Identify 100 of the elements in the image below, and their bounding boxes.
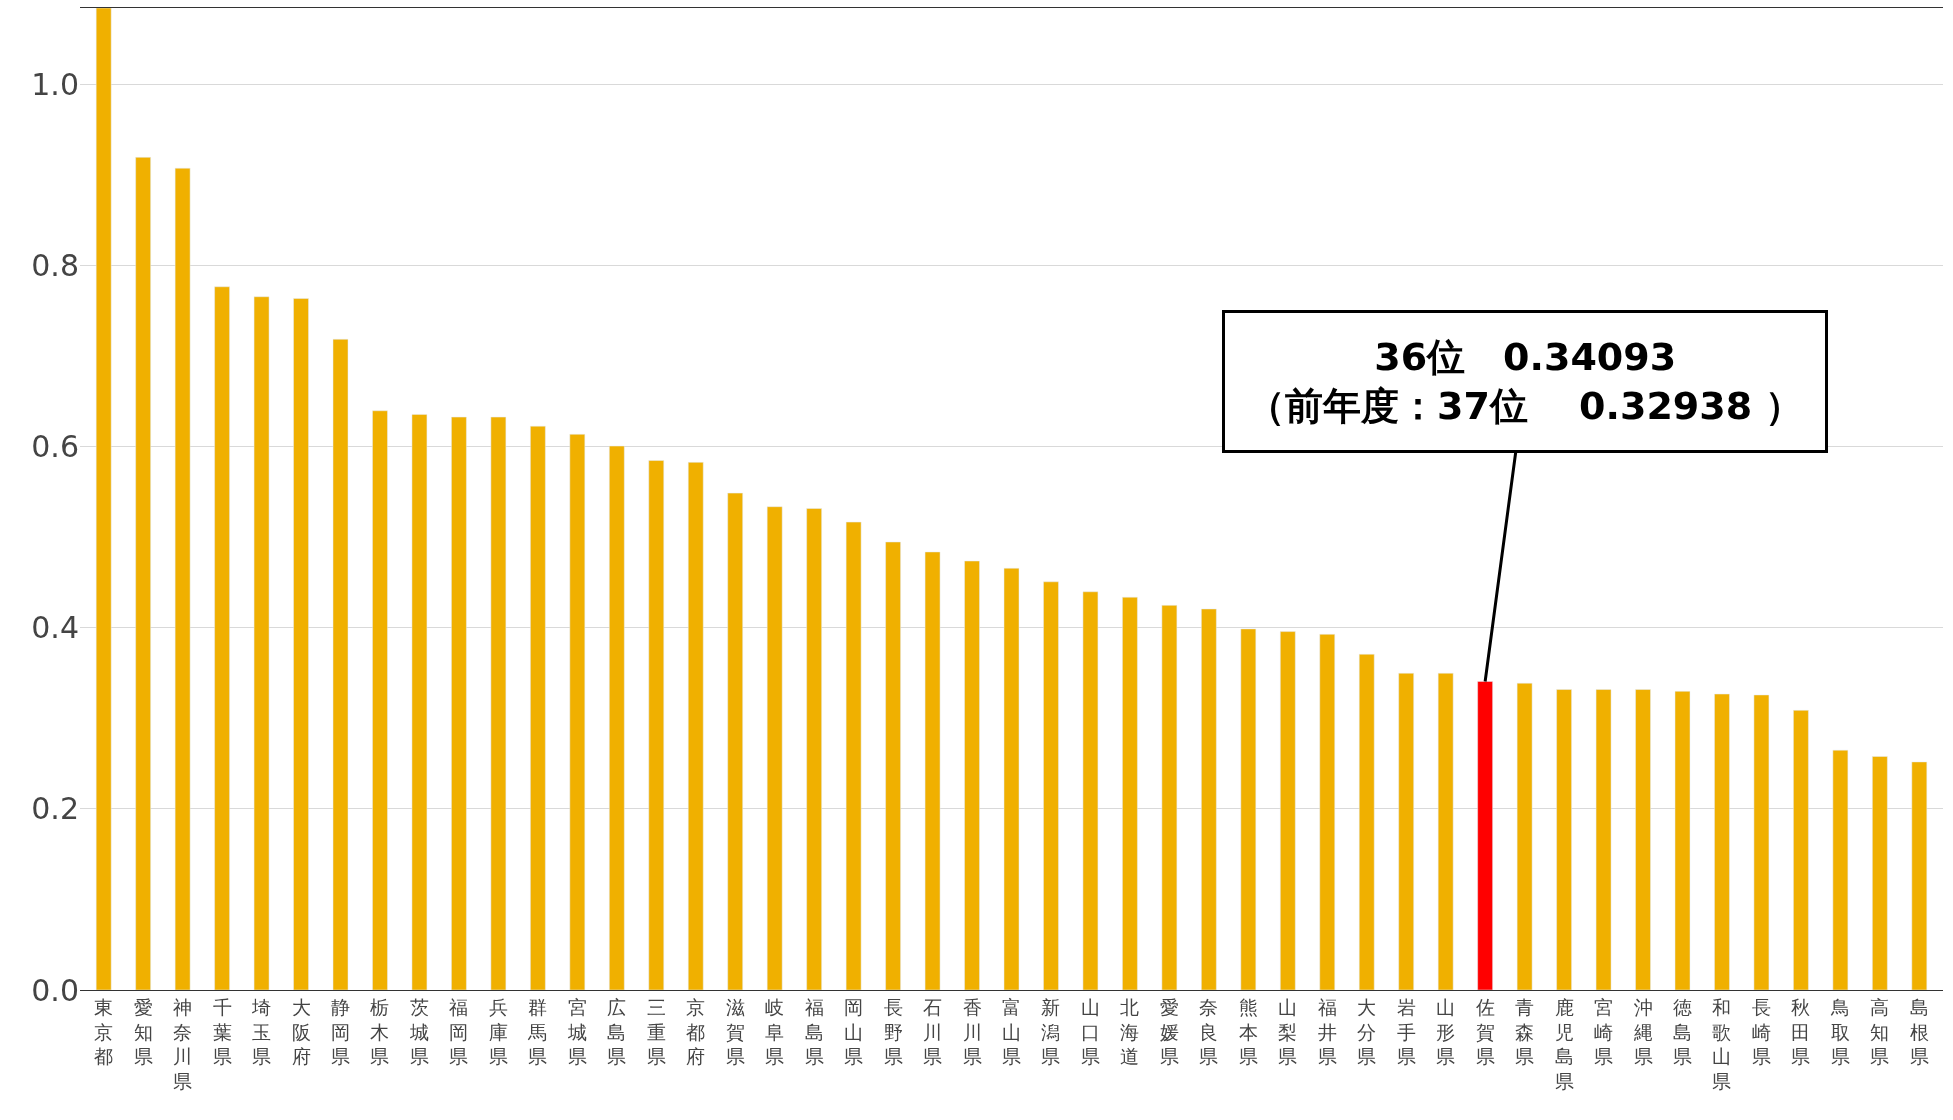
x-tick-label: 徳島県 [1673,995,1692,1068]
x-tick-label: 栃木県 [370,995,390,1068]
x-tick-label: 長崎県 [1751,995,1771,1068]
x-tick-label: 茨城県 [408,995,429,1068]
bar [1003,567,1020,990]
x-tick-label: 千葉県 [212,995,232,1068]
x-tick-label: 青森県 [1515,995,1535,1068]
bar [1595,689,1612,990]
x-tick-label: 新潟県 [1041,995,1061,1068]
x-tick-label: 兵庫県 [488,995,508,1068]
bar [1398,672,1414,990]
bar [766,506,783,990]
bar [530,425,546,990]
bar [1201,608,1217,990]
bar [1793,710,1809,990]
x-tick-label: 群馬県 [527,995,548,1068]
x-tick-label: 大阪府 [291,995,311,1068]
x-tick-label: 岐阜県 [765,995,785,1068]
x-tick-label: 沖縄県 [1632,995,1653,1068]
x-tick-label: 富山県 [1002,995,1021,1068]
bar [135,157,151,990]
bar [451,416,467,990]
x-tick-label: 秋田県 [1791,995,1811,1068]
x-tick-label: 福島県 [804,995,824,1068]
x-tick-label: 宮城県 [566,995,587,1068]
bar [253,296,270,990]
bar [174,167,191,990]
bar [1319,634,1336,990]
x-tick-label: 山梨県 [1278,995,1298,1068]
x-tick-label: 宮崎県 [1594,995,1614,1068]
bar [1635,689,1651,990]
x-tick-label: 山口県 [1080,995,1100,1068]
annotation: 36位 0.34093 （前年度：37位 0.32938 ） [1247,335,1804,429]
x-tick-label: 奈良県 [1199,995,1219,1068]
bar [1437,672,1454,990]
x-tick-label: 福岡県 [449,995,469,1068]
x-tick-label: 大分県 [1357,995,1377,1068]
bar [727,492,743,990]
bar [1832,749,1849,990]
bar [845,521,862,990]
y-tick-label: 0.8 [31,248,79,284]
bar [372,410,388,990]
bar [411,414,428,990]
bar [609,445,625,990]
x-tick-label: 広島県 [607,995,627,1068]
x-tick-label: 鳥取県 [1829,995,1850,1068]
bar [1358,653,1375,990]
y-tick-label: 0.4 [31,610,79,646]
bar [1240,628,1257,990]
bar [1911,761,1928,990]
x-tick-label: 三重県 [646,995,666,1068]
x-tick-label: 石川県 [923,995,943,1068]
x-tick-label: 岡山県 [844,995,864,1068]
x-tick-label: 鹿児島県 [1554,995,1574,1092]
bar [293,298,309,990]
bar [1043,581,1059,990]
bar [490,416,507,990]
y-tick-label: 1.0 [31,67,79,103]
y-tick-label: 0.0 [31,972,79,1008]
bar [1082,591,1099,990]
x-tick-label: 京都府 [686,995,706,1068]
bar [1161,605,1178,990]
bar [1280,631,1296,990]
x-tick-label: 山形県 [1436,995,1456,1068]
bar [569,434,586,990]
x-tick-label: 高知県 [1870,995,1890,1068]
x-tick-label: 岩手県 [1396,995,1416,1068]
bar [1714,693,1730,990]
y-tick-label: 0.2 [31,791,79,827]
x-tick-label: 島根県 [1909,995,1929,1068]
bar [648,460,665,990]
x-tick-label: 静岡県 [331,995,350,1068]
bar [885,541,901,990]
bar [1477,681,1493,990]
bar [1674,691,1691,990]
bar [806,508,822,990]
x-tick-label: 滋賀県 [725,995,745,1068]
bar [924,551,941,990]
bar [332,339,349,990]
x-tick-label: 神奈川県 [173,995,193,1092]
bar [687,462,704,990]
x-tick-label: 熊本県 [1238,995,1258,1068]
x-tick-label: 和歌山県 [1712,995,1732,1092]
x-tick-label: 佐賀県 [1475,995,1495,1068]
bar [1122,596,1138,990]
x-tick-label: 東京都 [94,995,114,1068]
x-tick-label: 愛媛県 [1159,995,1179,1068]
x-tick-label: 福井県 [1317,995,1337,1068]
bar [214,286,230,990]
bar [1516,682,1533,990]
bar [95,8,112,990]
bar [1556,689,1572,990]
x-tick-label: 長野県 [883,995,903,1068]
y-tick-label: 0.6 [31,429,79,465]
bar [964,560,980,990]
x-tick-label: 愛知県 [133,995,153,1068]
x-tick-label: 北海道 [1120,995,1140,1068]
bar [1872,756,1888,990]
x-tick-label: 埼玉県 [251,995,272,1068]
bar [1753,694,1770,990]
